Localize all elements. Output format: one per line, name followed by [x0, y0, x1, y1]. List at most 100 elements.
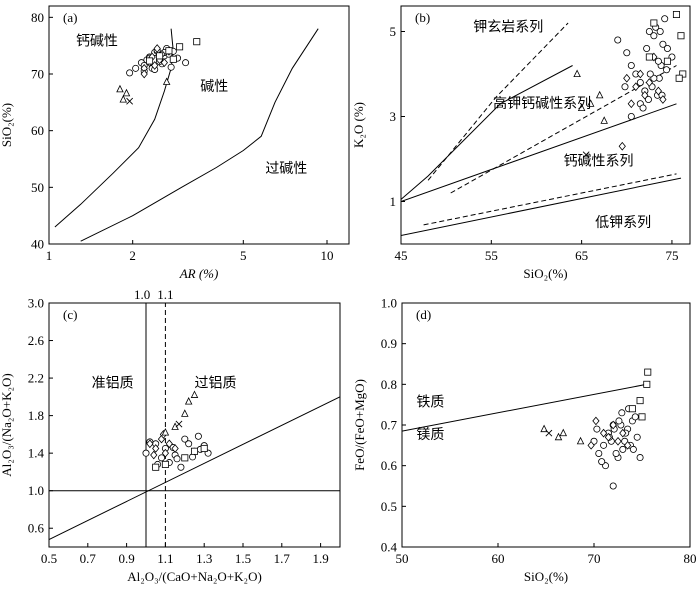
circle-data-point — [619, 445, 627, 453]
plot-frame — [48, 5, 350, 245]
x-tick-label: 60 — [492, 551, 505, 566]
plot-frame — [48, 302, 341, 548]
circle-data-point — [639, 104, 647, 112]
dashed-boundary-line — [423, 173, 677, 226]
circle-data-point — [595, 449, 603, 457]
diamond-data-point — [618, 141, 626, 151]
y-tick-label: 2.6 — [28, 333, 45, 348]
diamond-data-point — [153, 44, 161, 53]
diamond-data-point — [140, 69, 148, 79]
y-tick-label: 70 — [31, 67, 44, 82]
diamond-data-point — [632, 82, 640, 92]
circle-data-point — [654, 57, 662, 65]
circle-data-point — [645, 27, 653, 35]
triangle-data-point — [162, 77, 171, 85]
diamond-data-point — [641, 90, 649, 100]
cross-data-point — [175, 420, 183, 428]
square-data-point — [193, 38, 201, 46]
region-label: 碱性 — [200, 79, 228, 95]
x-tick-label: 0.7 — [80, 551, 97, 566]
reference-line-label: 1.0 — [134, 287, 150, 302]
diamond-data-point — [614, 436, 622, 446]
y-axis-title: K₂O (%) — [351, 102, 366, 148]
boundary-line — [401, 65, 573, 200]
triangle-data-point — [190, 390, 199, 398]
region-label: 钙碱性系列 — [564, 153, 634, 169]
boundary-line — [49, 396, 340, 540]
diamond-data-point — [645, 78, 653, 87]
triangle-data-point — [540, 424, 548, 433]
circle-data-point — [142, 449, 150, 457]
y-tick-label: 80 — [31, 10, 44, 25]
y-tick-label: 1 — [390, 194, 397, 209]
square-data-point — [200, 444, 208, 452]
boundary-line — [401, 103, 677, 202]
y-tick-label: 1.4 — [28, 446, 45, 461]
x-tick-label: 0.5 — [41, 551, 57, 566]
square-data-point — [679, 70, 687, 78]
triangle-data-point — [122, 88, 131, 97]
square-data-point — [146, 57, 154, 65]
circle-data-point — [621, 83, 629, 91]
triangle-data-point — [576, 436, 585, 445]
y-tick-label: 50 — [31, 180, 44, 195]
y-tick-label: 0.5 — [381, 499, 397, 514]
square-data-point — [663, 57, 671, 65]
circle-data-point — [618, 409, 626, 417]
panel-c: 0.5 0.7 0.9 1.1 1.3 1.5 1.7 1.9 0.6 1.0 1.4 1.8 2.2 2… — [0, 287, 341, 584]
square-data-point — [161, 460, 169, 468]
triangle-data-point — [181, 409, 189, 417]
diamond-data-point — [150, 450, 158, 460]
region-label: 过碱性 — [265, 161, 307, 177]
circle-data-point — [132, 64, 140, 72]
circle-data-point — [629, 445, 637, 453]
x-tick-label: 50 — [396, 551, 409, 566]
boundary-line — [80, 28, 319, 242]
circle-data-point — [598, 458, 606, 466]
circle-data-point — [633, 433, 641, 441]
x-tick-label: 80 — [684, 551, 697, 566]
y-tick-label: 2.2 — [28, 371, 44, 386]
square-data-point — [675, 74, 683, 82]
x-tick-label: 1.9 — [312, 551, 328, 566]
x-axis-title: AR (%) — [179, 266, 219, 281]
triangle-data-point — [184, 397, 193, 405]
x-tick-label: 1.5 — [235, 551, 251, 566]
circle-data-point — [659, 40, 667, 48]
cross-data-point — [126, 97, 134, 105]
boundary-line — [402, 383, 647, 432]
region-label: 钾玄岩系列 — [473, 19, 543, 36]
region-label: 准铝质 — [92, 375, 134, 391]
diamond-data-point — [599, 428, 608, 438]
circle-data-point — [650, 32, 658, 40]
diamond-data-point — [160, 58, 168, 67]
x-tick-label: 1.7 — [274, 551, 291, 566]
square-data-point — [638, 413, 646, 421]
region-label: 钙碱性 — [76, 34, 118, 50]
square-data-point — [650, 19, 658, 27]
cross-data-point — [545, 429, 553, 437]
panel-label: (d) — [416, 307, 431, 322]
circle-data-point — [646, 70, 654, 78]
circle-data-point — [623, 49, 631, 57]
plot-frame — [400, 5, 691, 245]
circle-data-point — [181, 435, 189, 443]
triangle-data-point — [573, 69, 581, 77]
panel-label: (c) — [63, 307, 77, 322]
triangle-data-point — [586, 99, 595, 107]
triangle-data-point — [577, 103, 586, 111]
dashed-boundary-line — [427, 22, 569, 181]
diamond-data-point — [623, 441, 632, 450]
x-axis-title: Al₂O₃/(CaO+Na₂O+K₂O) — [127, 569, 262, 584]
circle-data-point — [644, 96, 652, 104]
x-axis-title: SiO₂(%) — [524, 569, 568, 584]
region-label: 高钾钙碱性系列 — [493, 95, 591, 112]
circle-data-point — [661, 15, 669, 23]
y-tick-label: 0.6 — [381, 458, 398, 473]
y-tick-label: 60 — [31, 123, 44, 138]
diamond-data-point — [623, 73, 631, 83]
circle-data-point — [627, 113, 635, 121]
square-data-point — [672, 10, 680, 18]
